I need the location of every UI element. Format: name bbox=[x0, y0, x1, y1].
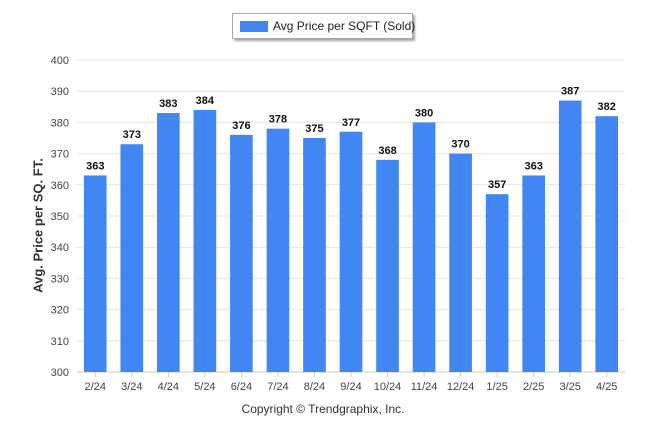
y-tick-label: 340 bbox=[51, 242, 69, 254]
bar bbox=[266, 128, 290, 372]
y-tick-label: 330 bbox=[51, 273, 69, 285]
legend-swatch bbox=[240, 21, 268, 32]
y-tick-label: 350 bbox=[51, 211, 69, 223]
x-tick-label: 3/24 bbox=[121, 381, 142, 393]
y-tick-label: 310 bbox=[51, 336, 69, 348]
data-label: 387 bbox=[561, 86, 579, 98]
data-label: 363 bbox=[86, 160, 104, 172]
x-tick-label: 12/24 bbox=[447, 381, 475, 393]
legend-label: Avg Price per SQFT (Sold) bbox=[273, 19, 416, 33]
bar bbox=[412, 122, 436, 373]
x-tick-label: 10/24 bbox=[374, 381, 402, 393]
y-tick-label: 390 bbox=[51, 86, 69, 98]
y-tick-label: 380 bbox=[51, 117, 69, 129]
x-tick-label: 1/25 bbox=[486, 381, 507, 393]
data-label: 376 bbox=[232, 120, 250, 132]
bar bbox=[303, 138, 326, 372]
data-label: 370 bbox=[451, 139, 469, 151]
x-tick-label: 4/25 bbox=[596, 381, 617, 393]
y-tick-label: 300 bbox=[51, 367, 69, 379]
y-tick-label: 370 bbox=[51, 149, 69, 161]
bar bbox=[193, 109, 217, 373]
bar bbox=[339, 131, 363, 372]
x-tick-label: 5/24 bbox=[194, 381, 215, 393]
bar bbox=[558, 100, 582, 372]
x-tick-label: 2/24 bbox=[85, 381, 106, 393]
x-tick-label: 6/24 bbox=[231, 381, 252, 393]
data-label: 368 bbox=[378, 145, 396, 157]
bar bbox=[449, 153, 472, 372]
x-tick-label: 4/24 bbox=[158, 381, 179, 393]
data-label: 373 bbox=[123, 129, 141, 141]
bar bbox=[595, 116, 619, 372]
data-label: 377 bbox=[342, 117, 360, 129]
x-tick-label: 11/24 bbox=[411, 381, 438, 393]
data-label: 378 bbox=[269, 114, 287, 126]
bar bbox=[83, 175, 107, 372]
bar bbox=[522, 175, 545, 372]
x-tick-label: 9/24 bbox=[340, 381, 361, 393]
data-label: 384 bbox=[196, 95, 215, 107]
legend: Avg Price per SQFT (Sold) bbox=[232, 13, 416, 39]
data-label: 382 bbox=[598, 101, 616, 113]
bar bbox=[120, 144, 144, 372]
x-tick-label: 3/25 bbox=[559, 381, 580, 393]
x-tick-label: 2/25 bbox=[523, 381, 544, 393]
bar bbox=[157, 113, 180, 372]
bar bbox=[230, 134, 253, 372]
y-tick-label: 360 bbox=[51, 180, 69, 192]
bar bbox=[485, 194, 509, 372]
data-label: 380 bbox=[415, 107, 433, 119]
y-tick-label: 400 bbox=[51, 55, 69, 67]
data-label: 363 bbox=[524, 160, 542, 172]
x-tick-label: 8/24 bbox=[304, 381, 325, 393]
copyright-footer: Copyright © Trendgraphix, Inc. bbox=[241, 402, 405, 416]
data-label: 375 bbox=[305, 123, 323, 135]
data-label: 357 bbox=[488, 179, 506, 191]
x-tick-label: 7/24 bbox=[267, 381, 288, 393]
y-axis-label: Avg. Price per SQ. FT. bbox=[30, 158, 46, 293]
y-tick-label: 320 bbox=[51, 305, 69, 317]
data-label: 383 bbox=[159, 98, 177, 110]
bar bbox=[376, 159, 399, 372]
